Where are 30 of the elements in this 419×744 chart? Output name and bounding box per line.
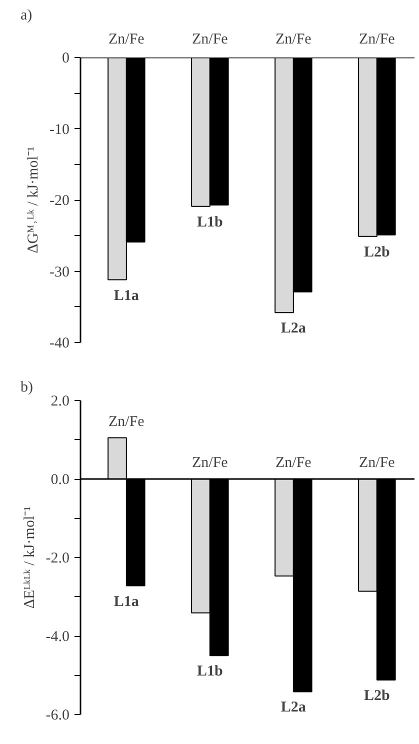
annotation: Zn/Fe — [276, 455, 312, 471]
y-tick-label: 2.0 — [50, 394, 70, 410]
y-tick-label: -4.0 — [46, 629, 70, 645]
x-tick-label: L2b — [364, 244, 390, 260]
y-tick-label: -30 — [50, 264, 70, 280]
text: Zn/Fe — [192, 32, 228, 48]
text: Zn/Fe — [108, 32, 145, 48]
chart-title: b) — [20, 380, 33, 396]
x-tick-label: L1a — [114, 288, 140, 304]
x-tick-label: L2b — [364, 688, 390, 704]
y-axis-title: ΔEᴸᵏᴸᵏ / kJ·mol⁻¹ — [22, 506, 38, 609]
annotation: Zn/Fe — [192, 455, 228, 471]
x-tick-label: L2a — [280, 320, 306, 337]
y-tick-label: -40 — [50, 336, 70, 352]
annotation: Zn/Fe — [108, 414, 145, 430]
chart-title: a) — [20, 8, 32, 24]
text: Zn/Fe — [276, 32, 312, 48]
x-tick-label: L2a — [280, 700, 306, 716]
text: Zn/Fe — [359, 32, 396, 48]
y-tick-label: -2.0 — [46, 550, 70, 566]
y-tick-label: -6.0 — [46, 708, 70, 724]
x-tick-label: L1b — [197, 214, 223, 230]
y-tick-label: 0 — [62, 50, 70, 66]
annotation: Zn/Fe — [359, 455, 396, 471]
x-tick-label: L1b — [197, 664, 223, 680]
y-axis-title: ΔGᴹ˒ᴸᵏ / kJ·mol⁻¹ — [26, 146, 42, 254]
x-tick-label: L1a — [114, 594, 140, 610]
y-tick-label: -20 — [50, 193, 70, 209]
y-tick-label: -10 — [50, 122, 70, 138]
y-tick-label: 0.0 — [50, 472, 70, 488]
